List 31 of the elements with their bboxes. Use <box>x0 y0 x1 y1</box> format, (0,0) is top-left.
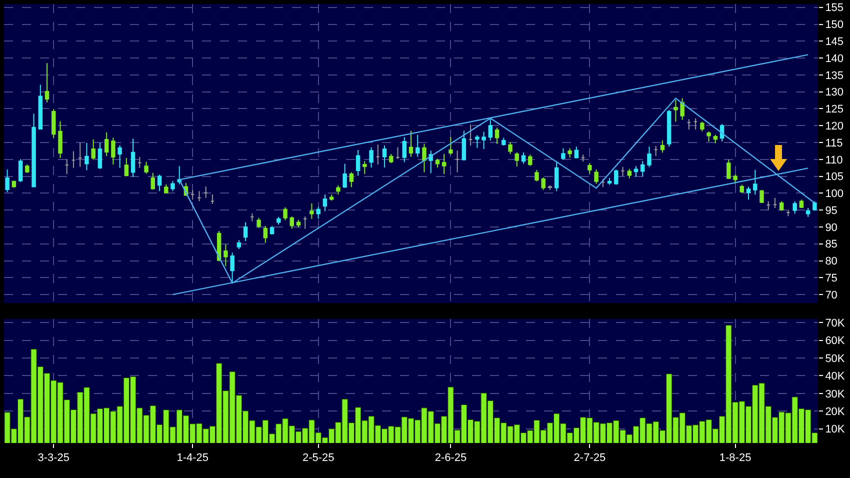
x-tick-label: 2-7-25 <box>574 452 606 464</box>
y-tick-label: 90 <box>825 222 838 234</box>
y-tick-label: 115 <box>825 137 843 150</box>
x-tick-label: 2-6-25 <box>434 452 467 464</box>
y-tick-label: 70K <box>825 317 846 330</box>
x-tick-label: 1-4-25 <box>176 452 209 464</box>
y-tick-label: 80 <box>825 256 838 268</box>
y-tick-label: 100 <box>825 188 844 200</box>
y-tick-label: 140 <box>825 52 844 65</box>
y-tick-label: 110 <box>825 154 843 166</box>
y-tick-label: 150 <box>825 19 844 32</box>
y-tick-label: 75 <box>825 272 838 285</box>
y-tick-label: 70 <box>825 289 838 302</box>
x-tick-label: 3-3-25 <box>38 452 70 464</box>
y-tick-label: 135 <box>825 70 844 82</box>
y-tick-label: 155 <box>825 2 844 14</box>
y-tick-label: 50K <box>825 352 846 365</box>
y-tick-label: 30K <box>825 388 846 400</box>
y-tick-label: 60K <box>825 335 846 348</box>
x-tick-label: 1-8-25 <box>719 452 752 464</box>
y-tick-label: 10K <box>825 424 846 436</box>
y-tick-label: 40K <box>825 370 846 383</box>
y-tick-label: 85 <box>825 238 838 251</box>
y-tick-label: 120 <box>825 120 844 132</box>
y-tick-label: 125 <box>825 104 844 116</box>
y-tick-label: 105 <box>825 171 844 184</box>
y-tick-label: 95 <box>825 204 838 217</box>
y-tick-label: 20K <box>825 406 846 418</box>
y-tick-label: 145 <box>825 36 844 48</box>
y-tick-label: 130 <box>825 86 844 99</box>
x-tick-label: 2-5-25 <box>302 452 334 464</box>
